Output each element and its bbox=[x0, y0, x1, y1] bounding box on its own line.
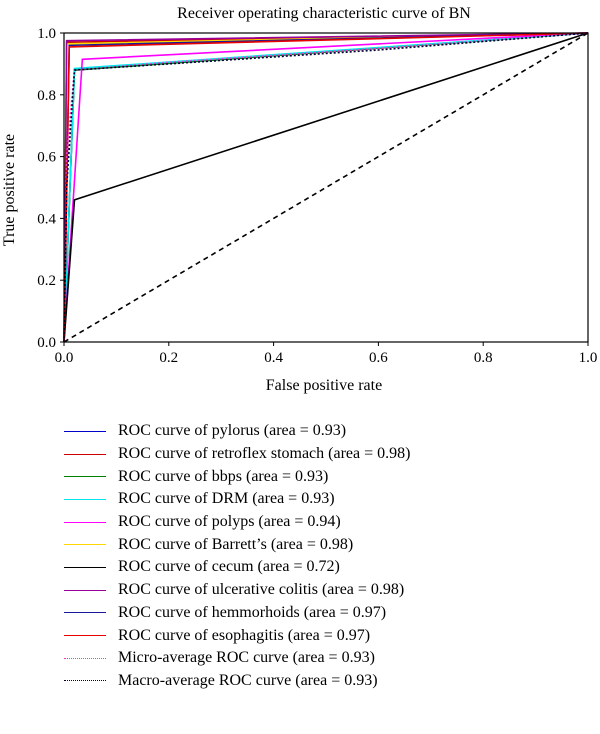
x-tick-label: 0.8 bbox=[474, 350, 493, 366]
legend-label: ROC curve of retroflex stomach (area = 0… bbox=[118, 445, 411, 463]
y-axis-label: True positive rate bbox=[1, 134, 18, 246]
legend-label: ROC curve of Barrett’s (area = 0.98) bbox=[118, 535, 354, 553]
legend-label: ROC curve of cecum (area = 0.72) bbox=[118, 558, 340, 576]
legend-swatch bbox=[64, 521, 106, 523]
legend-item: ROC curve of pylorus (area = 0.93) bbox=[60, 420, 540, 443]
legend-swatch bbox=[64, 657, 106, 659]
roc-series-line-3 bbox=[63, 32, 589, 343]
legend-label: Macro-average ROC curve (area = 0.93) bbox=[118, 671, 378, 689]
x-tick-label: 1.0 bbox=[579, 350, 598, 366]
roc-series-line-10 bbox=[63, 32, 589, 343]
y-tick-label: 0.8 bbox=[37, 88, 56, 104]
roc-series-line-9 bbox=[63, 32, 589, 343]
legend-item: Micro-average ROC curve (area = 0.93) bbox=[60, 647, 540, 670]
plot-area bbox=[63, 32, 589, 343]
legend-swatch bbox=[64, 544, 106, 546]
roc-series-line-6 bbox=[63, 32, 589, 343]
legend-item: ROC curve of Barrett’s (area = 0.98) bbox=[60, 533, 540, 556]
roc-chart: Receiver operating characteristic curve … bbox=[1, 5, 597, 394]
legend-item: ROC curve of cecum (area = 0.72) bbox=[60, 556, 540, 579]
chance-reference-line bbox=[63, 32, 589, 343]
y-tick-label: 0.6 bbox=[37, 150, 56, 166]
axis-ticks: 0.0 0.2 0.4 0.6 0.8 1.0 0.0 0.2 0.4 0.6 0.8 1.0 bbox=[37, 26, 597, 366]
legend-item: ROC curve of esophagitis (area = 0.97) bbox=[60, 624, 540, 647]
legend-swatch bbox=[64, 612, 106, 614]
legend-swatch bbox=[64, 430, 106, 432]
legend-swatch bbox=[64, 680, 106, 682]
legend-swatch bbox=[64, 589, 106, 591]
legend-swatch bbox=[64, 566, 106, 568]
legend-label: ROC curve of pylorus (area = 0.93) bbox=[118, 422, 347, 440]
plot-frame bbox=[63, 32, 589, 343]
legend-label: ROC curve of esophagitis (area = 0.97) bbox=[118, 626, 371, 644]
legend-label: Micro-average ROC curve (area = 0.93) bbox=[118, 649, 375, 667]
x-tick-label: 0.2 bbox=[159, 350, 178, 366]
legend-label: ROC curve of bbps (area = 0.93) bbox=[118, 467, 329, 485]
legend-label: ROC curve of polyps (area = 0.94) bbox=[118, 513, 341, 531]
legend-label: ROC curve of ulcerative colitis (area = … bbox=[118, 581, 405, 599]
chart-title: Receiver operating characteristic curve … bbox=[177, 5, 471, 22]
legend-item: ROC curve of hemmorhoids (area = 0.97) bbox=[60, 602, 540, 625]
legend-item: Macro-average ROC curve (area = 0.93) bbox=[60, 670, 540, 693]
legend-label: ROC curve of hemmorhoids (area = 0.97) bbox=[118, 603, 387, 621]
legend-swatch bbox=[64, 635, 106, 637]
legend-item: ROC curve of ulcerative colitis (area = … bbox=[60, 579, 540, 602]
y-tick-label: 0.4 bbox=[37, 211, 56, 227]
legend-label: ROC curve of DRM (area = 0.93) bbox=[118, 490, 335, 508]
legend: ROC curve of pylorus (area = 0.93) ROC cu… bbox=[60, 420, 540, 692]
legend-swatch bbox=[64, 476, 106, 478]
y-tick-label: 1.0 bbox=[37, 26, 56, 42]
legend-item: ROC curve of retroflex stomach (area = 0… bbox=[60, 443, 540, 466]
y-tick-label: 0.2 bbox=[37, 273, 56, 289]
legend-item: ROC curve of bbps (area = 0.93) bbox=[60, 465, 540, 488]
legend-swatch bbox=[64, 498, 106, 500]
y-tick-label: 0.0 bbox=[37, 335, 56, 351]
x-tick-label: 0.0 bbox=[55, 350, 74, 366]
legend-swatch bbox=[64, 453, 106, 455]
legend-item: ROC curve of polyps (area = 0.94) bbox=[60, 511, 540, 534]
x-tick-label: 0.6 bbox=[369, 350, 388, 366]
roc-series-line-4 bbox=[63, 32, 589, 343]
legend-item: ROC curve of DRM (area = 0.93) bbox=[60, 488, 540, 511]
roc-series-line-11 bbox=[63, 32, 589, 343]
x-tick-label: 0.4 bbox=[264, 350, 283, 366]
x-axis-label: False positive rate bbox=[266, 377, 382, 394]
